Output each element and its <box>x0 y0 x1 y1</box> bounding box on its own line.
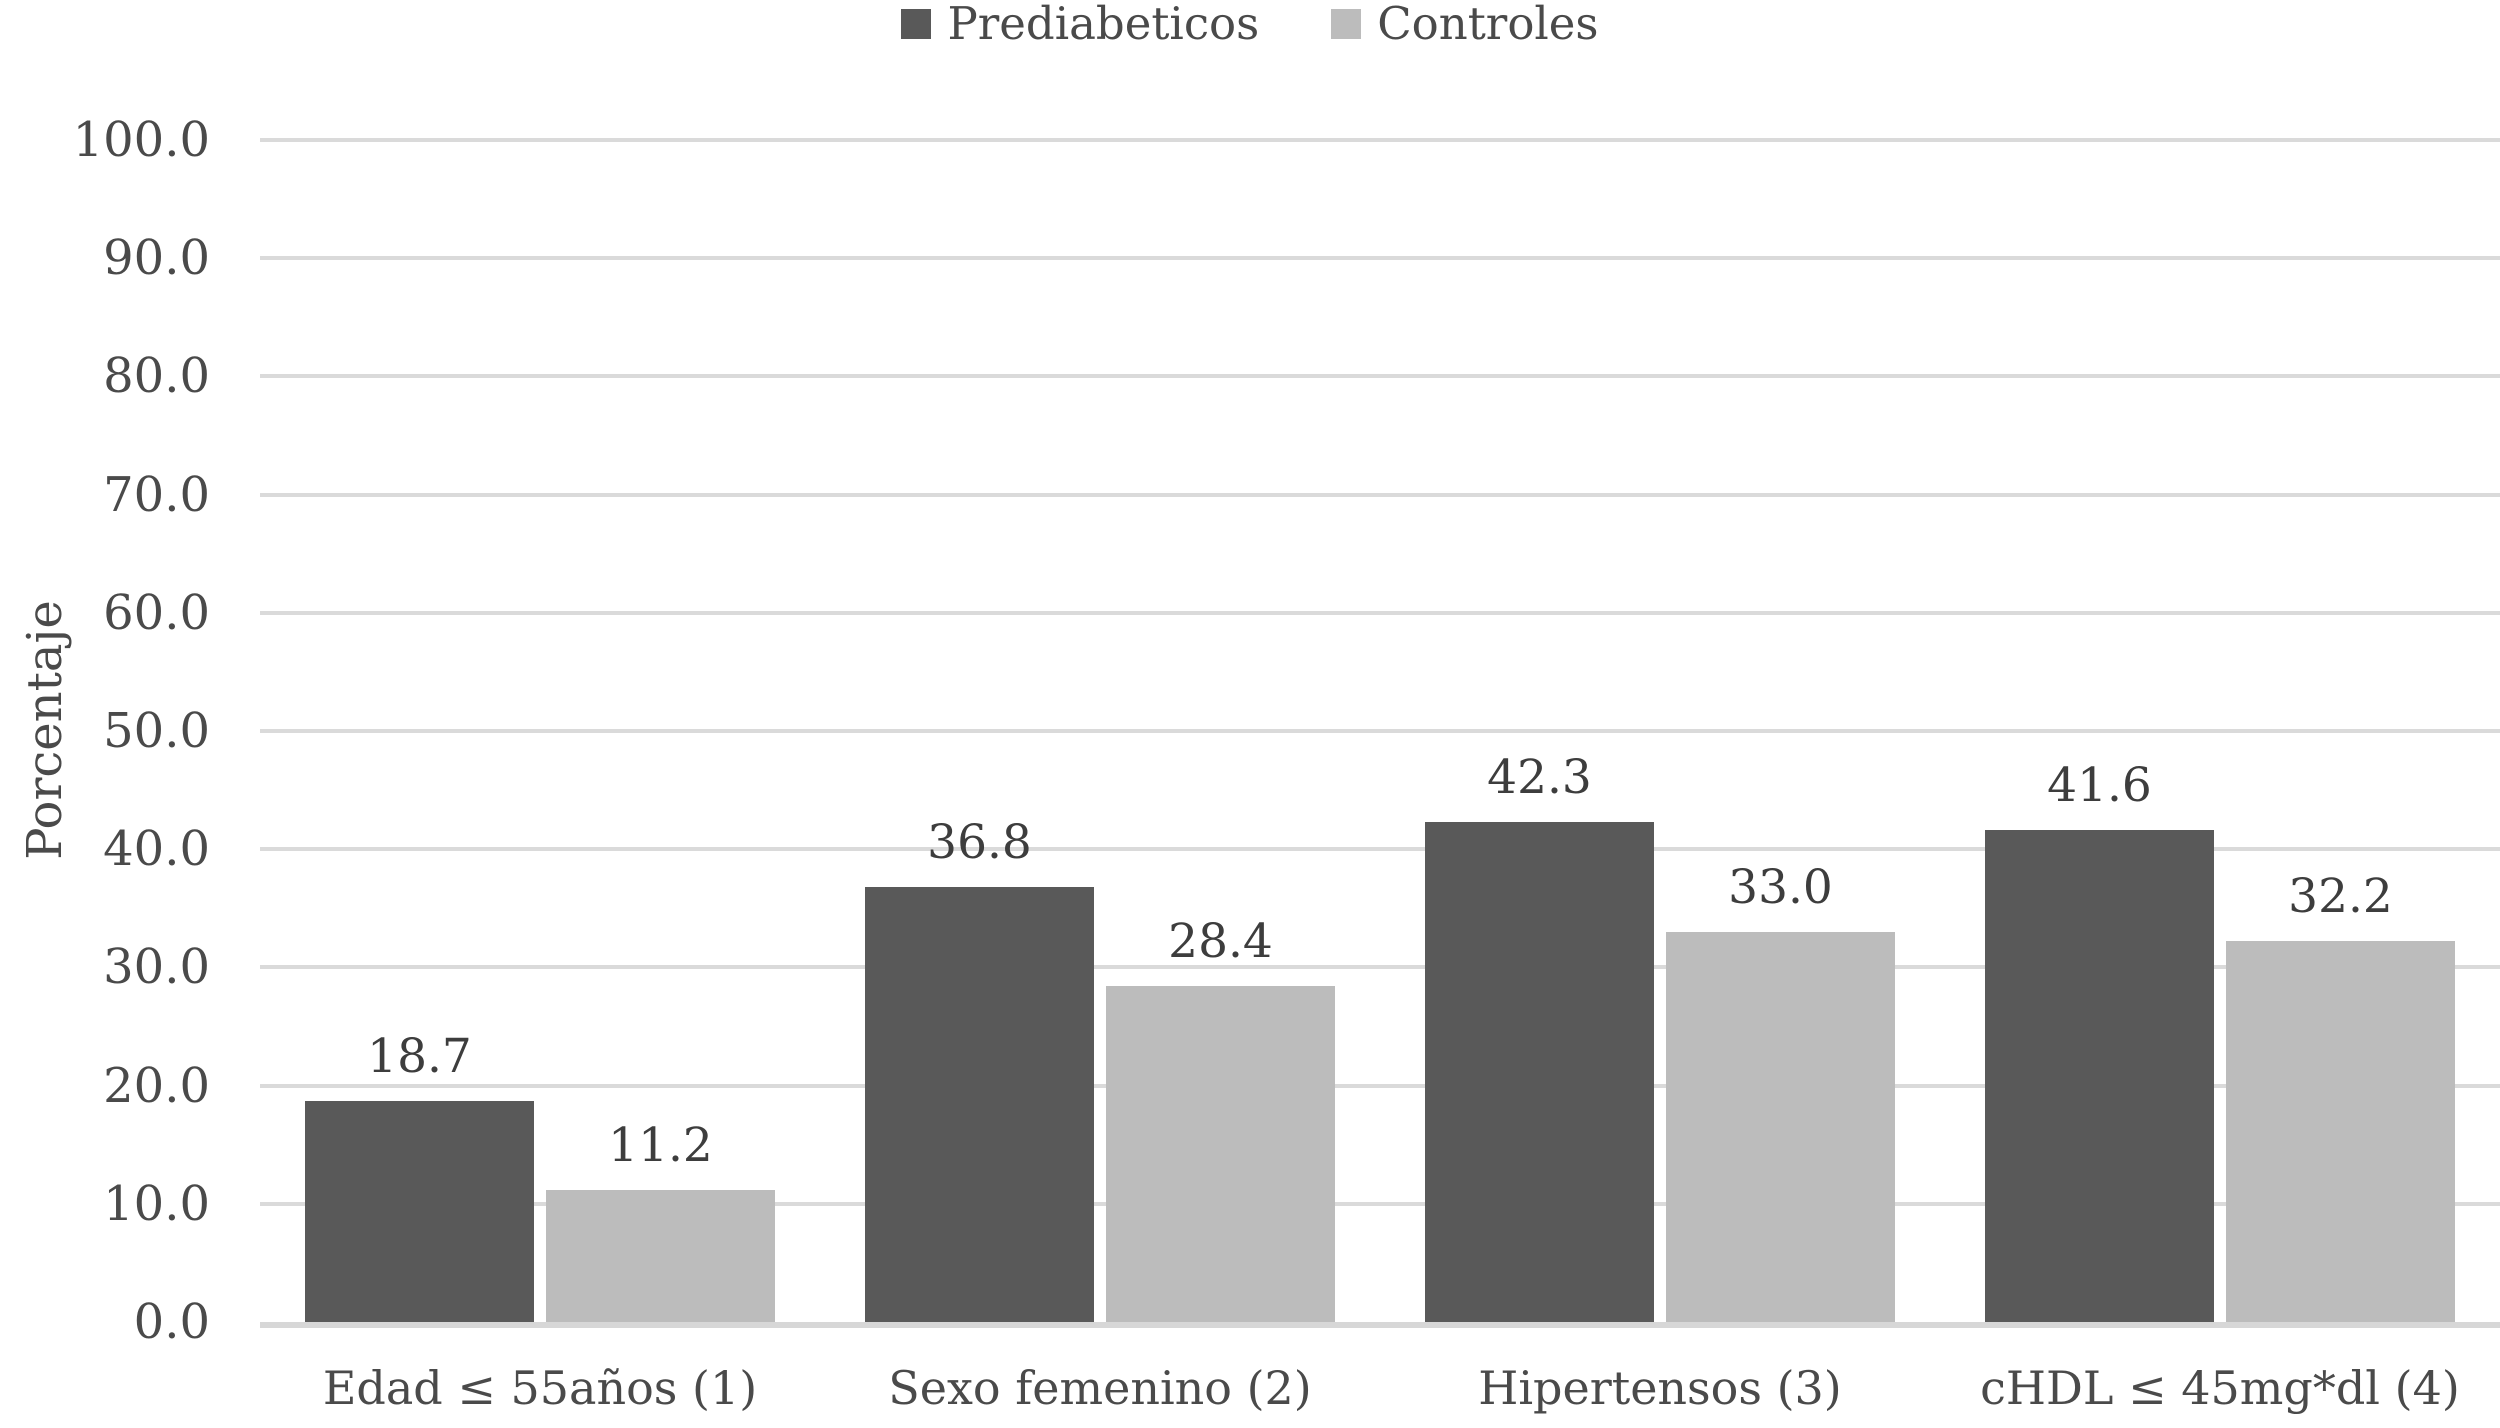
y-tick-label-0: 0.0 <box>133 1294 210 1350</box>
legend-item-controles: Controles <box>1331 0 1599 50</box>
y-tick-label-70: 70.0 <box>103 467 210 523</box>
x-category-label-3: Hipertensos (3) <box>1478 1361 1842 1415</box>
y-tick-label-80: 80.0 <box>103 348 210 404</box>
value-label-controles-3: 33.0 <box>1728 860 1833 915</box>
gridline-60 <box>260 611 2500 615</box>
bar-controles-4 <box>2226 941 2455 1322</box>
y-tick-label-90: 90.0 <box>103 230 210 286</box>
chart-legend: Prediabeticos Controles <box>0 0 2500 48</box>
y-tick-label-60: 60.0 <box>103 585 210 641</box>
gridline-20 <box>260 1084 2500 1088</box>
bar-prediabeticos-4 <box>1985 830 2214 1322</box>
gridline-70 <box>260 493 2500 497</box>
bar-prediabeticos-1 <box>305 1101 534 1322</box>
gridline-90 <box>260 256 2500 260</box>
value-label-prediabeticos-4: 41.6 <box>2047 758 2152 813</box>
bar-prediabeticos-2 <box>865 887 1094 1322</box>
x-category-label-1: Edad ≤ 55años (1) <box>322 1361 758 1415</box>
legend-item-prediabeticos: Prediabeticos <box>901 0 1259 48</box>
gridline-100 <box>260 138 2500 142</box>
x-category-label-4: cHDL ≤ 45mg*dl (4) <box>1980 1361 2460 1415</box>
value-label-controles-1: 11.2 <box>608 1118 713 1173</box>
legend-swatch-prediabeticos-icon <box>901 9 932 39</box>
gridline-80 <box>260 374 2500 378</box>
y-tick-label-10: 10.0 <box>103 1176 210 1232</box>
value-label-prediabeticos-2: 36.8 <box>927 815 1032 870</box>
legend-label-controles: Controles <box>1377 0 1599 50</box>
bar-prediabeticos-3 <box>1425 822 1654 1322</box>
value-label-controles-2: 28.4 <box>1168 914 1273 969</box>
gridline-40 <box>260 847 2500 851</box>
legend-swatch-controles-icon <box>1331 9 1362 39</box>
x-axis-line <box>260 1322 2500 1328</box>
y-tick-label-30: 30.0 <box>103 939 210 995</box>
gridline-30 <box>260 965 2500 969</box>
value-label-prediabeticos-3: 42.3 <box>1487 750 1592 805</box>
gridline-10 <box>260 1202 2500 1206</box>
y-tick-label-20: 20.0 <box>103 1058 210 1114</box>
value-label-prediabeticos-1: 18.7 <box>367 1029 472 1084</box>
y-tick-label-50: 50.0 <box>103 703 210 759</box>
bar-controles-3 <box>1666 932 1895 1322</box>
x-category-label-2: Sexo femenino (2) <box>888 1361 1312 1415</box>
bar-controles-2 <box>1106 986 1335 1322</box>
legend-label-prediabeticos: Prediabeticos <box>947 0 1260 50</box>
gridline-50 <box>260 729 2500 733</box>
bar-controles-1 <box>546 1190 775 1322</box>
value-label-controles-4: 32.2 <box>2288 869 2393 924</box>
y-tick-label-40: 40.0 <box>103 821 210 877</box>
y-tick-label-100: 100.0 <box>72 112 210 168</box>
